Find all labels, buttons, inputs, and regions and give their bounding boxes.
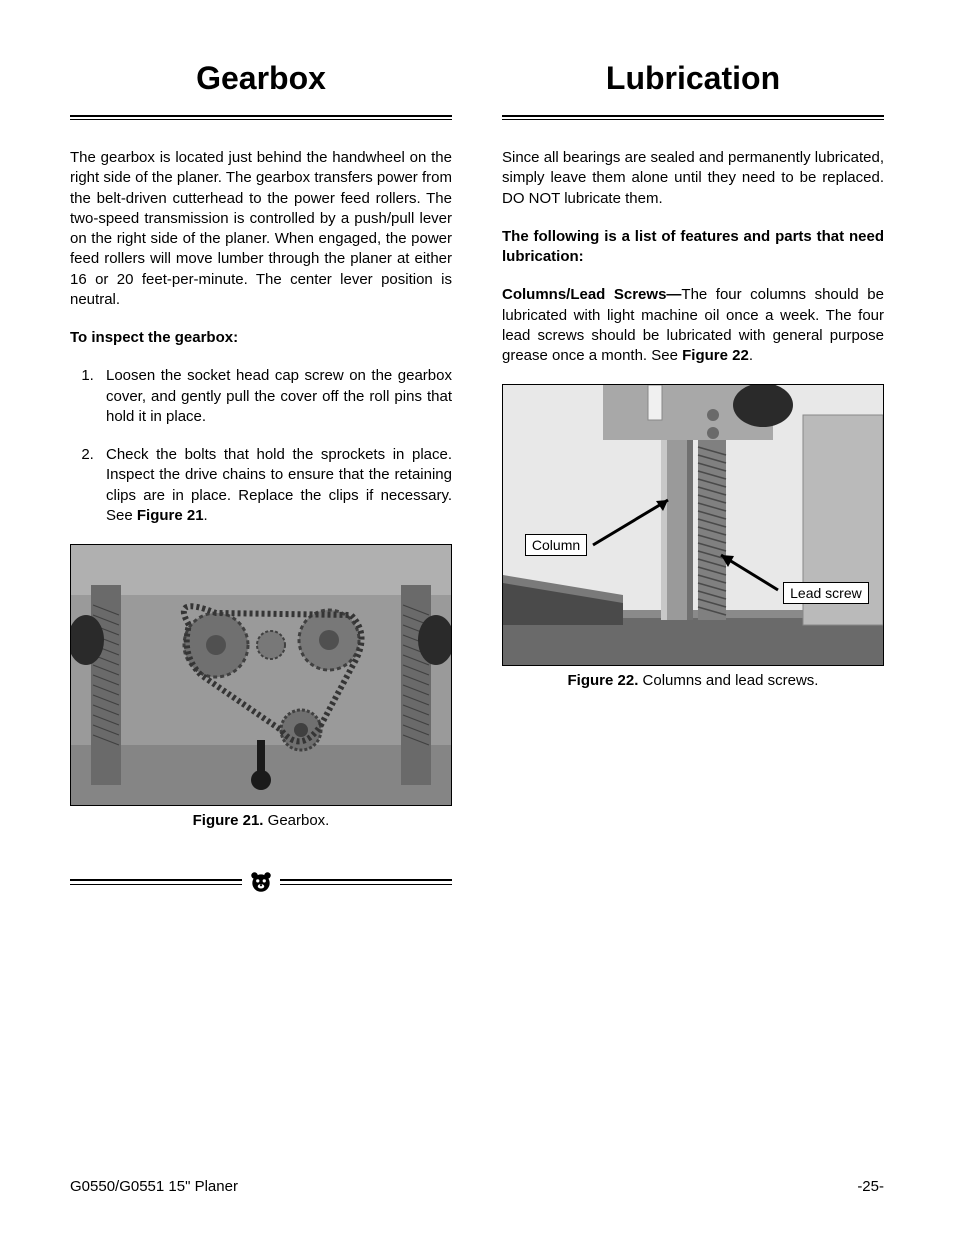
bear-icon	[248, 869, 274, 895]
right-column: Lubrication Since all bearings are seale…	[502, 60, 884, 895]
columns-paragraph: Columns/Lead Screws—The four columns sho…	[502, 285, 884, 366]
step-2-tail: .	[204, 507, 208, 524]
step-2: Check the bolts that hold the sprockets …	[98, 445, 452, 526]
rule-thin	[502, 119, 884, 120]
rule-thick	[70, 115, 452, 117]
callout-leadscrew: Lead screw	[783, 582, 869, 604]
fig22-label: Figure 22.	[568, 672, 639, 689]
figure-21: Figure 21. Gearbox.	[70, 544, 452, 829]
figure-22: Column Lead screw Figure 22. Columns and…	[502, 384, 884, 689]
callout-column: Column	[525, 534, 587, 556]
inspect-heading: To inspect the gearbox:	[70, 328, 452, 348]
fig21-label: Figure 21.	[193, 812, 264, 829]
figure-21-caption: Figure 21. Gearbox.	[70, 812, 452, 829]
figure-21-image	[70, 544, 452, 806]
step-1: Loosen the socket head cap screw on the …	[98, 366, 452, 427]
page-footer: G0550/G0551 15" Planer -25-	[70, 1178, 884, 1195]
fig22-text: Columns and lead screws.	[638, 672, 818, 689]
left-column: Gearbox The gearbox is located just behi…	[70, 60, 452, 895]
step-2-ref: Figure 21	[137, 507, 204, 524]
gearbox-heading: Gearbox	[70, 60, 452, 97]
lubrication-intro: Since all bearings are sealed and perman…	[502, 148, 884, 209]
columns-label: Columns/Lead Screws—	[502, 286, 681, 303]
section-end-ornament	[70, 869, 452, 895]
lubrication-heading: Lubrication	[502, 60, 884, 97]
figure-22-caption: Figure 22. Columns and lead screws.	[502, 672, 884, 689]
fig21-text: Gearbox.	[263, 812, 329, 829]
footer-left: G0550/G0551 15" Planer	[70, 1178, 238, 1195]
lubrication-list-intro: The following is a list of features and …	[502, 227, 884, 268]
gearbox-intro: The gearbox is located just behind the h…	[70, 148, 452, 310]
inspect-steps: Loosen the socket head cap screw on the …	[70, 366, 452, 526]
columns-ref: Figure 22	[682, 347, 749, 364]
rule-thick	[502, 115, 884, 117]
step-1-text: Loosen the socket head cap screw on the …	[106, 367, 452, 425]
figure-22-image	[502, 384, 884, 666]
footer-right: -25-	[857, 1178, 884, 1195]
rule-thin	[70, 119, 452, 120]
columns-tail: .	[749, 347, 753, 364]
